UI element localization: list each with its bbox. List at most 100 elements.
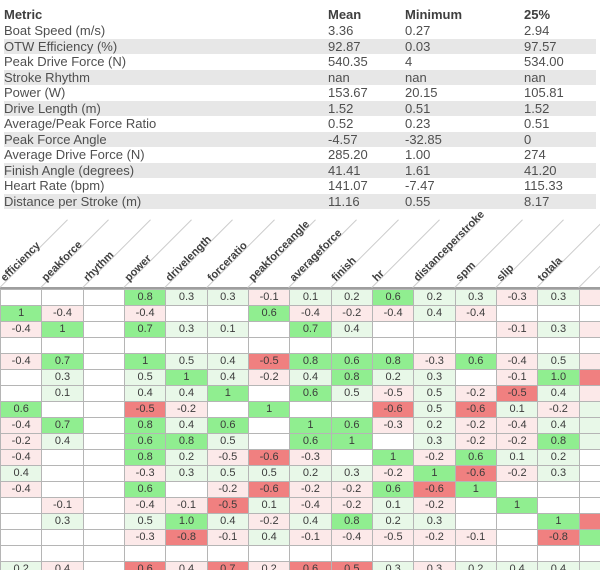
correlation-cell: -0.6 bbox=[371, 401, 415, 418]
stats-row: Finish Angle (degrees) 41.41 1.61 41.20 bbox=[4, 162, 596, 178]
correlation-cell: 0.2 bbox=[413, 289, 456, 306]
stats-row: Average Drive Force (N) 285.20 1.00 274 bbox=[4, 147, 596, 163]
matrix-col-label: forceratio bbox=[205, 239, 250, 284]
correlation-cell bbox=[82, 369, 125, 386]
correlation-cell: 1 bbox=[371, 449, 415, 466]
stats-metric-label: Finish Angle (degrees) bbox=[4, 162, 135, 178]
correlation-cell: 0.6 bbox=[289, 385, 332, 402]
matrix-row: 0.2 0.4 0.6 0.4 0.7 0.2 0.6 0.5 0.3 0.3 0.2 0.4 0.4 bbox=[0, 561, 600, 570]
stats-metric-label: Peak Drive Force (N) bbox=[4, 54, 127, 69]
correlation-cell: -0.1 bbox=[495, 369, 539, 386]
correlation-cell bbox=[0, 385, 43, 402]
stats-value: 41.20 bbox=[524, 162, 557, 178]
correlation-cell bbox=[371, 321, 415, 338]
stats-header-row: Metric Mean Minimum 25% bbox=[4, 6, 596, 23]
correlation-matrix: 0.8 0.3 0.3 -0.1 0.1 0.2 0.6 0.2 0.3 -0.3 0.3 1 -0.4… bbox=[0, 289, 600, 570]
correlation-cell bbox=[82, 497, 125, 514]
correlation-cell bbox=[537, 545, 580, 562]
correlation-cell: 0.8 bbox=[537, 433, 580, 450]
stats-col-header: Metric bbox=[4, 7, 43, 22]
correlation-cell: 1 bbox=[495, 497, 539, 514]
stats-row: Heart Rate (bpm) 141.07 -7.47 115.33 bbox=[4, 178, 596, 194]
stats-value: nan bbox=[524, 69, 546, 85]
correlation-cell: 1 bbox=[165, 369, 208, 386]
correlation-cell: 0.6 bbox=[330, 417, 373, 434]
correlation-cell: 1 bbox=[41, 321, 84, 338]
stats-value: nan bbox=[405, 69, 427, 85]
stats-metric-label: Drive Length (m) bbox=[4, 100, 101, 116]
correlation-cell: 0.3 bbox=[330, 465, 373, 482]
correlation-cell: 0.5 bbox=[330, 385, 373, 402]
correlation-cell: 0.6 bbox=[289, 433, 332, 450]
correlation-cell: -0.2 bbox=[206, 481, 249, 498]
correlation-cell: -0.3 bbox=[371, 417, 415, 434]
correlation-cell bbox=[206, 545, 249, 562]
correlation-cell bbox=[578, 289, 600, 306]
correlation-cell bbox=[413, 545, 456, 562]
correlation-cell: 0.4 bbox=[206, 513, 249, 530]
correlation-cell: -0.5 bbox=[123, 401, 167, 418]
correlation-cell: -0.8 bbox=[537, 529, 580, 546]
stats-value: 0.03 bbox=[405, 38, 431, 54]
correlation-cell bbox=[578, 497, 600, 514]
stats-row: Stroke Rhythm nan nan nan bbox=[4, 69, 596, 85]
correlation-cell bbox=[82, 385, 125, 402]
correlation-cell bbox=[578, 401, 600, 418]
correlation-cell: 0.4 bbox=[330, 321, 373, 338]
matrix-row: -0.2 0.4 0.6 0.8 0.5 0.6 1 0.3 -0.2 -0.2 0.8 bbox=[0, 433, 600, 450]
matrix-row: -0.1 -0.4 -0.1 -0.5 0.1 -0.4 -0.2 0.1 -0.2 1 bbox=[0, 497, 600, 514]
correlation-cell: 0.8 bbox=[165, 433, 208, 450]
matrix-row: -0.4 0.7 0.8 0.4 0.6 1 0.6 -0.3 0.2 -0.2 -0.4 0.4 bbox=[0, 417, 600, 434]
correlation-cell bbox=[0, 289, 43, 306]
correlation-cell bbox=[578, 337, 600, 354]
correlation-cell: 1 bbox=[330, 433, 373, 450]
correlation-cell: 0.4 bbox=[165, 417, 208, 434]
correlation-cell: -0.4 bbox=[330, 529, 373, 546]
correlation-cell: -0.2 bbox=[330, 305, 373, 322]
correlation-cell: 0.8 bbox=[371, 353, 415, 370]
correlation-cell: -0.3 bbox=[123, 529, 167, 546]
correlation-cell: -0.6 bbox=[247, 449, 291, 466]
correlation-cell: 0.4 bbox=[537, 561, 580, 570]
matrix-row: 0.3 0.5 1 0.4 -0.2 0.4 0.8 0.2 0.3 -0.1 1.0 bbox=[0, 369, 600, 386]
correlation-cell: 0.2 bbox=[165, 449, 208, 466]
correlation-cell bbox=[0, 369, 43, 386]
correlation-cell bbox=[0, 497, 43, 514]
correlation-cell: 0.1 bbox=[41, 385, 84, 402]
stats-value: 2.94 bbox=[524, 23, 550, 38]
stats-value: 1.61 bbox=[405, 162, 431, 178]
correlation-cell: 0.6 bbox=[454, 449, 497, 466]
correlation-cell bbox=[495, 481, 539, 498]
correlation-cell bbox=[82, 481, 125, 498]
stats-row: OTW Efficiency (%) 92.87 0.03 97.57 bbox=[4, 38, 596, 54]
correlation-cell bbox=[454, 513, 497, 530]
correlation-cell: 0.5 bbox=[330, 561, 373, 570]
stats-value: 8.17 bbox=[524, 193, 550, 209]
matrix-col-label: power bbox=[122, 252, 154, 284]
stats-value: -4.57 bbox=[328, 131, 358, 147]
correlation-cell: 0.2 bbox=[371, 513, 415, 530]
correlation-cell bbox=[454, 369, 497, 386]
correlation-cell: 0.3 bbox=[165, 321, 208, 338]
correlation-cell bbox=[330, 545, 373, 562]
correlation-cell: 0.6 bbox=[371, 289, 415, 306]
stats-value: 0.23 bbox=[405, 116, 431, 131]
correlation-cell bbox=[578, 513, 600, 530]
correlation-cell: -0.2 bbox=[247, 369, 291, 386]
stats-value: 41.41 bbox=[328, 162, 361, 178]
matrix-row: 0.3 0.5 1.0 0.4 -0.2 0.4 0.8 0.2 0.3 1 bbox=[0, 513, 600, 530]
stats-value: 0.51 bbox=[524, 116, 550, 131]
correlation-cell: -0.3 bbox=[413, 353, 456, 370]
correlation-cell: 0.6 bbox=[206, 417, 249, 434]
stats-metric-label: Stroke Rhythm bbox=[4, 69, 90, 85]
correlation-cell bbox=[165, 337, 208, 354]
correlation-cell: -0.5 bbox=[247, 353, 291, 370]
correlation-cell: -0.4 bbox=[123, 305, 167, 322]
correlation-cell bbox=[578, 465, 600, 482]
correlation-cell bbox=[578, 417, 600, 434]
stats-value: 141.07 bbox=[328, 178, 368, 193]
correlation-cell bbox=[578, 385, 600, 402]
correlation-cell bbox=[578, 529, 600, 546]
matrix-row: 1 -0.4 -0.4 0.6 -0.4 -0.2 -0.4 0.4 -0.4 bbox=[0, 305, 600, 322]
